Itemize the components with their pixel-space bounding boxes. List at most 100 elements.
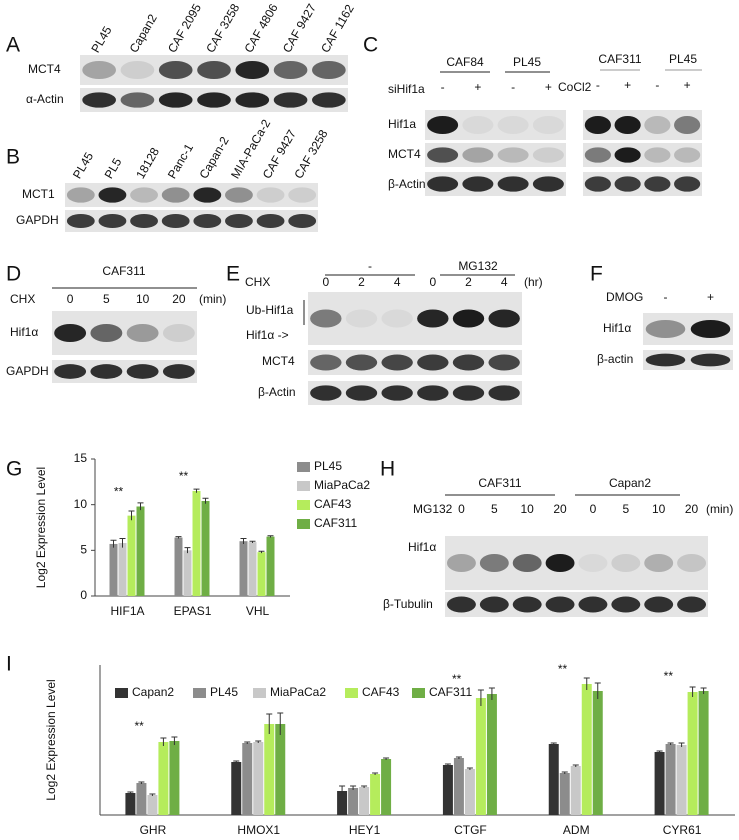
error-bar (372, 772, 379, 775)
legend-label: CAF43 (314, 497, 352, 511)
bar (239, 541, 248, 596)
band (488, 354, 520, 371)
bar (570, 766, 581, 815)
band (312, 92, 346, 108)
error-bar (361, 785, 368, 788)
band (235, 92, 270, 108)
x-tick-label: VHL (246, 604, 270, 618)
bar (201, 501, 210, 596)
bar (370, 774, 381, 815)
band (512, 596, 542, 613)
blot (308, 292, 522, 345)
bar (486, 694, 497, 815)
legend-label: PL45 (210, 685, 238, 699)
bar (257, 552, 266, 596)
bar (253, 742, 264, 815)
group-label: CAF311 (102, 264, 145, 278)
panel-letter: I (6, 653, 12, 676)
band (578, 596, 608, 613)
band (130, 187, 158, 203)
bar (125, 793, 136, 815)
band (345, 309, 378, 328)
x-tick-label: HIF1A (110, 604, 144, 618)
blot (308, 350, 522, 375)
band (98, 187, 127, 203)
lane-label: 5 (622, 502, 629, 516)
annotation: ** (114, 485, 124, 499)
error-bar (127, 791, 134, 794)
unit-label: (hr) (524, 275, 543, 289)
error-bar (572, 764, 579, 767)
bar (118, 543, 127, 596)
group-label: PL45 (669, 52, 697, 66)
band (427, 176, 459, 192)
error-bar (110, 539, 117, 548)
bar (464, 769, 475, 815)
x-tick-label: GHR (140, 823, 167, 837)
band (545, 554, 575, 572)
lane-label: 10 (652, 502, 666, 516)
error-bar (678, 742, 685, 747)
band (256, 187, 285, 203)
band (98, 213, 127, 229)
x-tick-label: CYR61 (663, 823, 702, 837)
error-bar (202, 497, 209, 504)
error-bar (255, 740, 262, 743)
bar (127, 515, 136, 596)
row-label: MCT4 (262, 354, 295, 368)
treatment-label: MG132 (413, 502, 453, 516)
lane-label: - (664, 290, 668, 304)
error-bar (149, 793, 156, 796)
error-bar (477, 689, 484, 706)
bar (359, 787, 370, 815)
bar (665, 744, 676, 815)
lane-label: 4 (394, 275, 401, 289)
band (345, 354, 378, 371)
error-bar (444, 763, 451, 766)
sign: + (545, 80, 552, 94)
band (584, 176, 611, 192)
error-bar (160, 737, 167, 746)
band (310, 385, 342, 401)
bar (654, 752, 665, 815)
lane-label: Capan-2 (197, 134, 232, 181)
error-bar (350, 785, 357, 790)
band (674, 147, 701, 163)
bar (248, 542, 257, 596)
error-bar (128, 510, 135, 521)
panel-letter: A (6, 34, 20, 57)
row-label: α-Actin (26, 92, 64, 106)
band (446, 554, 476, 572)
band (488, 309, 520, 328)
band (427, 116, 459, 134)
lane-label: 18128 (133, 145, 162, 181)
bar (266, 536, 275, 596)
lane-label: 0 (429, 275, 436, 289)
band (677, 596, 707, 613)
lane-label: 10 (521, 502, 535, 516)
lane-label: 0 (590, 502, 597, 516)
error-bar (138, 781, 145, 784)
bar (559, 773, 570, 815)
error-bar (175, 536, 182, 539)
band (66, 187, 95, 203)
band (193, 187, 222, 203)
group-label: Capan2 (609, 476, 651, 490)
legend-swatch (115, 688, 128, 698)
lane-label: 0 (322, 275, 329, 289)
error-bar (488, 687, 495, 700)
error-bar (466, 767, 473, 770)
x-tick-label: ADM (563, 823, 590, 837)
band (479, 554, 509, 572)
lane-label: Panc-1 (165, 141, 196, 181)
unit-label: (min) (706, 502, 733, 516)
lane-label: 5 (103, 292, 110, 306)
panel-letter: D (6, 263, 21, 286)
annotation: ** (452, 672, 462, 686)
bar (147, 795, 158, 815)
annotation: ** (558, 662, 568, 676)
band (611, 596, 641, 613)
y-tick-label: 5 (80, 543, 87, 557)
band (611, 554, 641, 572)
